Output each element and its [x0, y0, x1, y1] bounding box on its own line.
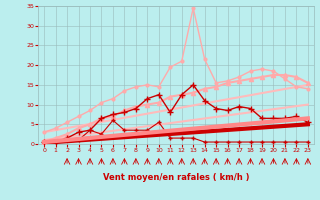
- X-axis label: Vent moyen/en rafales ( km/h ): Vent moyen/en rafales ( km/h ): [103, 173, 249, 182]
